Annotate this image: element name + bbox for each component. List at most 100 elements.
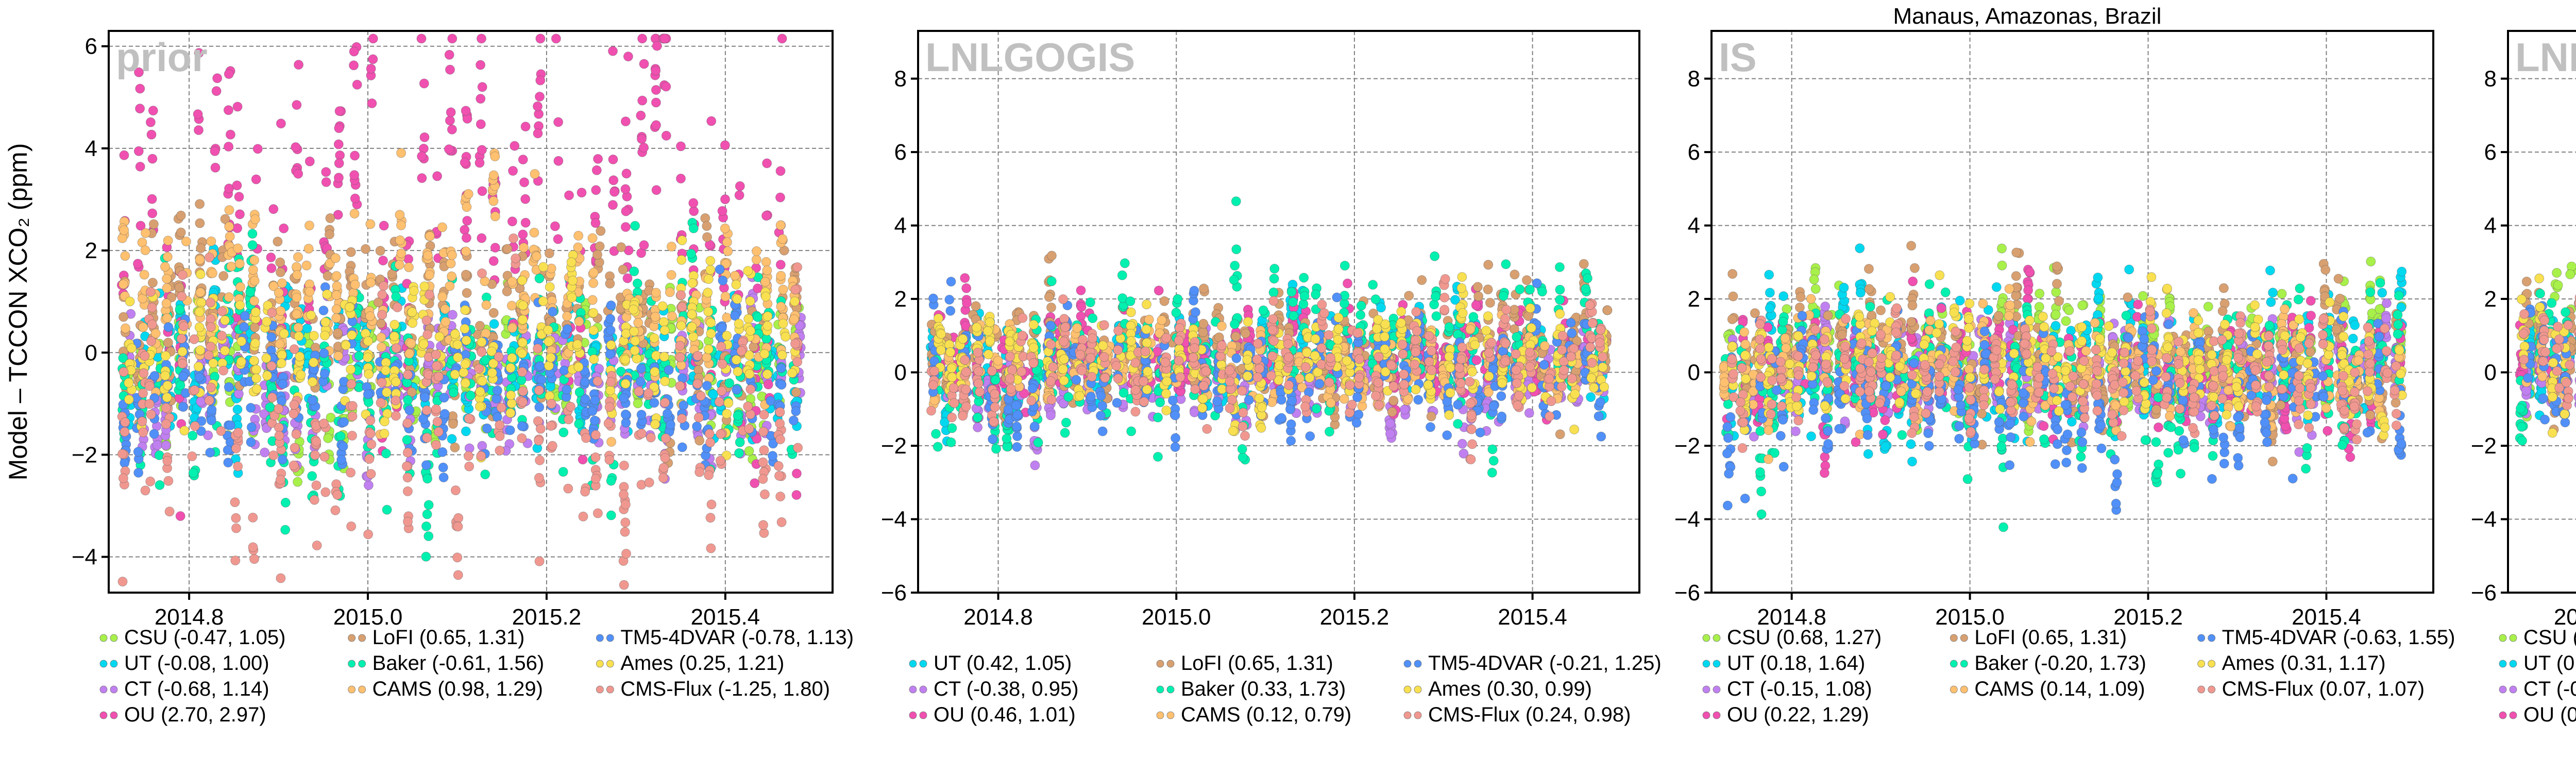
data-point: [763, 321, 772, 330]
data-point: [147, 130, 156, 139]
data-point: [162, 274, 172, 283]
data-point: [660, 398, 670, 407]
data-point: [476, 120, 485, 129]
data-point: [634, 318, 643, 327]
data-point: [461, 379, 470, 388]
data-point: [776, 260, 785, 270]
data-point: [537, 375, 546, 384]
data-point: [677, 443, 687, 452]
data-point: [403, 370, 413, 379]
data-point: [776, 302, 786, 311]
data-point: [381, 366, 391, 375]
data-point: [421, 552, 431, 561]
data-point: [290, 345, 299, 354]
data-point: [568, 276, 578, 285]
data-point: [440, 305, 450, 314]
data-point: [550, 222, 560, 231]
data-point: [364, 337, 373, 346]
data-point: [350, 209, 359, 218]
legend-item: LoFI (0.65, 1.31): [348, 626, 525, 649]
data-point: [636, 111, 646, 120]
data-point: [403, 448, 412, 457]
data-point: [139, 368, 148, 378]
data-point: [563, 312, 572, 321]
data-point: [276, 258, 285, 267]
data-point: [403, 517, 413, 526]
data-point: [253, 144, 262, 154]
data-point: [546, 421, 555, 430]
data-point: [252, 374, 261, 383]
data-point: [453, 553, 462, 562]
data-point: [207, 237, 216, 246]
data-point: [180, 426, 189, 435]
data-point: [534, 473, 544, 482]
data-point: [606, 314, 615, 324]
data-point: [380, 417, 389, 426]
data-point: [1385, 429, 1395, 439]
data-point: [419, 414, 428, 424]
data-point: [677, 255, 686, 264]
legend-label: CT (-0.68, 1.14): [124, 678, 269, 700]
data-point: [761, 292, 771, 301]
data-point: [406, 339, 416, 348]
data-point: [591, 474, 600, 483]
data-point: [150, 371, 159, 380]
data-point: [619, 461, 629, 470]
data-point: [403, 395, 413, 405]
data-point: [161, 351, 171, 361]
data-point: [274, 288, 283, 297]
data-point: [716, 456, 725, 465]
data-point: [294, 60, 303, 70]
data-point: [321, 177, 331, 187]
data-point: [432, 441, 441, 450]
data-point: [291, 143, 300, 152]
data-point: [722, 313, 732, 322]
data-point: [354, 351, 364, 361]
data-point: [1471, 300, 1481, 310]
data-point: [446, 108, 455, 117]
data-point: [777, 350, 787, 360]
data-point: [519, 243, 529, 253]
data-point: [190, 385, 199, 395]
data-point: [573, 243, 583, 252]
data-point: [644, 389, 653, 398]
data-point: [650, 398, 659, 408]
data-point: [449, 388, 458, 397]
data-point: [224, 458, 233, 467]
data-point: [235, 300, 245, 310]
data-point: [178, 271, 187, 280]
data-point: [276, 475, 285, 484]
data-point: [692, 422, 702, 431]
data-point: [219, 272, 228, 281]
data-point: [745, 296, 755, 306]
legend-label: UT (-0.08, 1.00): [124, 652, 269, 675]
data-point: [704, 345, 713, 354]
legend-marker: [100, 686, 107, 693]
data-point: [725, 379, 734, 388]
data-point: [461, 270, 470, 279]
data-point: [481, 470, 490, 479]
data-point: [746, 326, 755, 335]
data-point: [224, 106, 233, 115]
data-point: [419, 79, 429, 88]
data-point: [262, 317, 272, 326]
data-point: [276, 307, 285, 316]
data-point: [149, 429, 159, 439]
data-point: [735, 438, 744, 447]
data-point: [591, 453, 600, 462]
figure-title: Manaus, Amazonas, Brazil: [1893, 4, 2162, 29]
data-point: [246, 403, 256, 412]
data-point: [744, 314, 753, 324]
legend-item: CMS-Flux (-1.25, 1.80): [596, 678, 830, 700]
data-point: [397, 249, 406, 258]
data-point: [619, 490, 629, 499]
data-point: [582, 433, 591, 443]
data-point: [422, 510, 432, 519]
data-point: [321, 167, 331, 177]
data-point: [1586, 393, 1596, 402]
data-point: [379, 281, 388, 291]
data-point: [163, 456, 172, 465]
data-point: [518, 367, 527, 377]
data-point: [162, 313, 172, 323]
data-point: [535, 557, 544, 566]
